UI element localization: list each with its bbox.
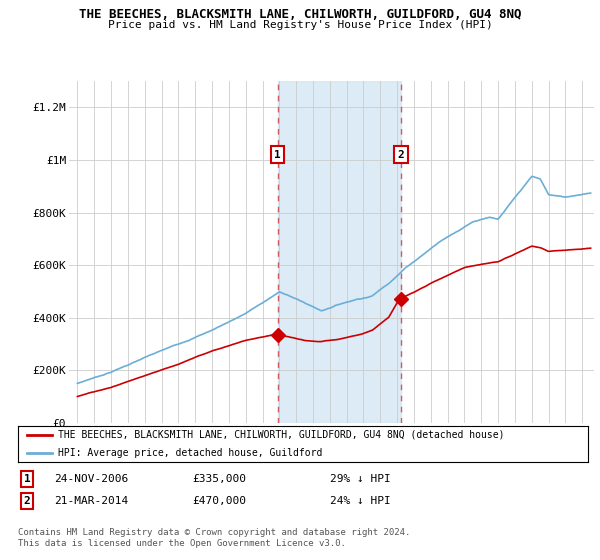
Bar xyxy=(278,81,401,423)
Text: 1: 1 xyxy=(274,150,281,160)
Text: 29% ↓ HPI: 29% ↓ HPI xyxy=(330,474,391,484)
Text: THE BEECHES, BLACKSMITH LANE, CHILWORTH, GUILDFORD, GU4 8NQ: THE BEECHES, BLACKSMITH LANE, CHILWORTH,… xyxy=(79,8,521,21)
Text: £470,000: £470,000 xyxy=(192,496,246,506)
Text: Contains HM Land Registry data © Crown copyright and database right 2024.: Contains HM Land Registry data © Crown c… xyxy=(18,528,410,536)
Text: 24% ↓ HPI: 24% ↓ HPI xyxy=(330,496,391,506)
Text: HPI: Average price, detached house, Guildford: HPI: Average price, detached house, Guil… xyxy=(58,448,322,458)
Text: 21-MAR-2014: 21-MAR-2014 xyxy=(54,496,128,506)
Text: 24-NOV-2006: 24-NOV-2006 xyxy=(54,474,128,484)
Text: 1: 1 xyxy=(23,474,31,484)
Text: THE BEECHES, BLACKSMITH LANE, CHILWORTH, GUILDFORD, GU4 8NQ (detached house): THE BEECHES, BLACKSMITH LANE, CHILWORTH,… xyxy=(58,430,505,440)
Text: 2: 2 xyxy=(397,150,404,160)
Text: 2: 2 xyxy=(23,496,31,506)
Text: Price paid vs. HM Land Registry's House Price Index (HPI): Price paid vs. HM Land Registry's House … xyxy=(107,20,493,30)
Text: This data is licensed under the Open Government Licence v3.0.: This data is licensed under the Open Gov… xyxy=(18,539,346,548)
Text: £335,000: £335,000 xyxy=(192,474,246,484)
